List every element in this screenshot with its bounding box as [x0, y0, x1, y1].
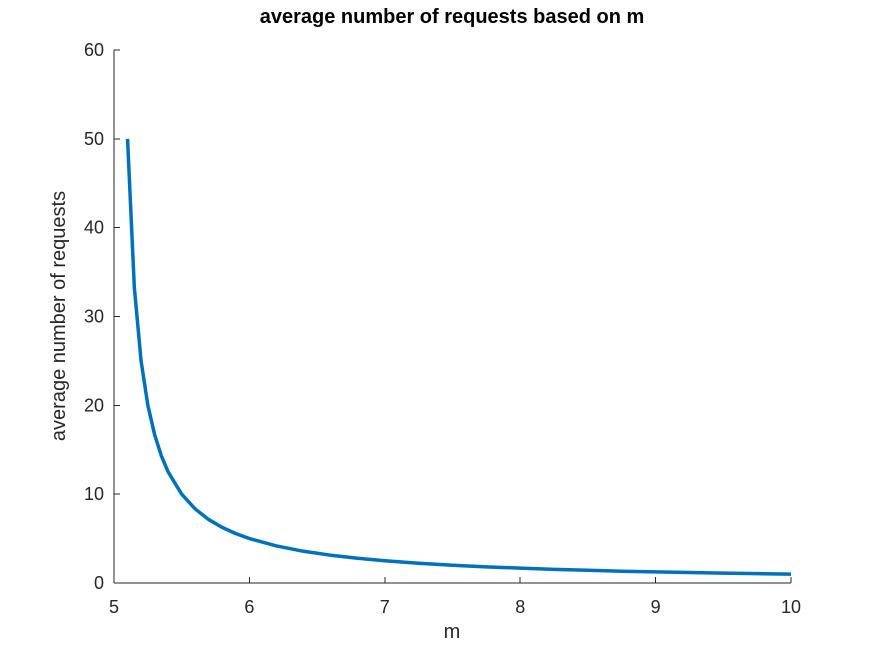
- x-tick-label: 7: [380, 597, 390, 617]
- x-axis-title: m: [444, 621, 461, 643]
- y-tick-label: 10: [84, 484, 104, 504]
- chart-title: average number of requests based on m: [260, 6, 645, 28]
- x-tick-label: 10: [781, 597, 801, 617]
- plot-area: [113, 50, 791, 584]
- y-tick-label: 30: [84, 307, 104, 327]
- y-tick-label: 40: [84, 218, 104, 238]
- y-tick-label: 50: [84, 129, 104, 149]
- y-axis-title: average number of requests: [48, 191, 70, 441]
- x-tick-label: 8: [515, 597, 525, 617]
- y-axis-ticks: 0 10 20 30 40 50 60: [84, 40, 120, 593]
- series-line: [125, 138, 792, 576]
- x-tick-label: 5: [109, 597, 119, 617]
- y-tick-label: 0: [94, 573, 104, 593]
- x-tick-label: 9: [651, 597, 661, 617]
- x-axis-ticks: 5 6 7 8 9 10: [109, 577, 801, 617]
- y-tick-label: 60: [84, 40, 104, 60]
- x-tick-label: 6: [244, 597, 254, 617]
- y-tick-label: 20: [84, 395, 104, 415]
- series-layer: [125, 138, 792, 576]
